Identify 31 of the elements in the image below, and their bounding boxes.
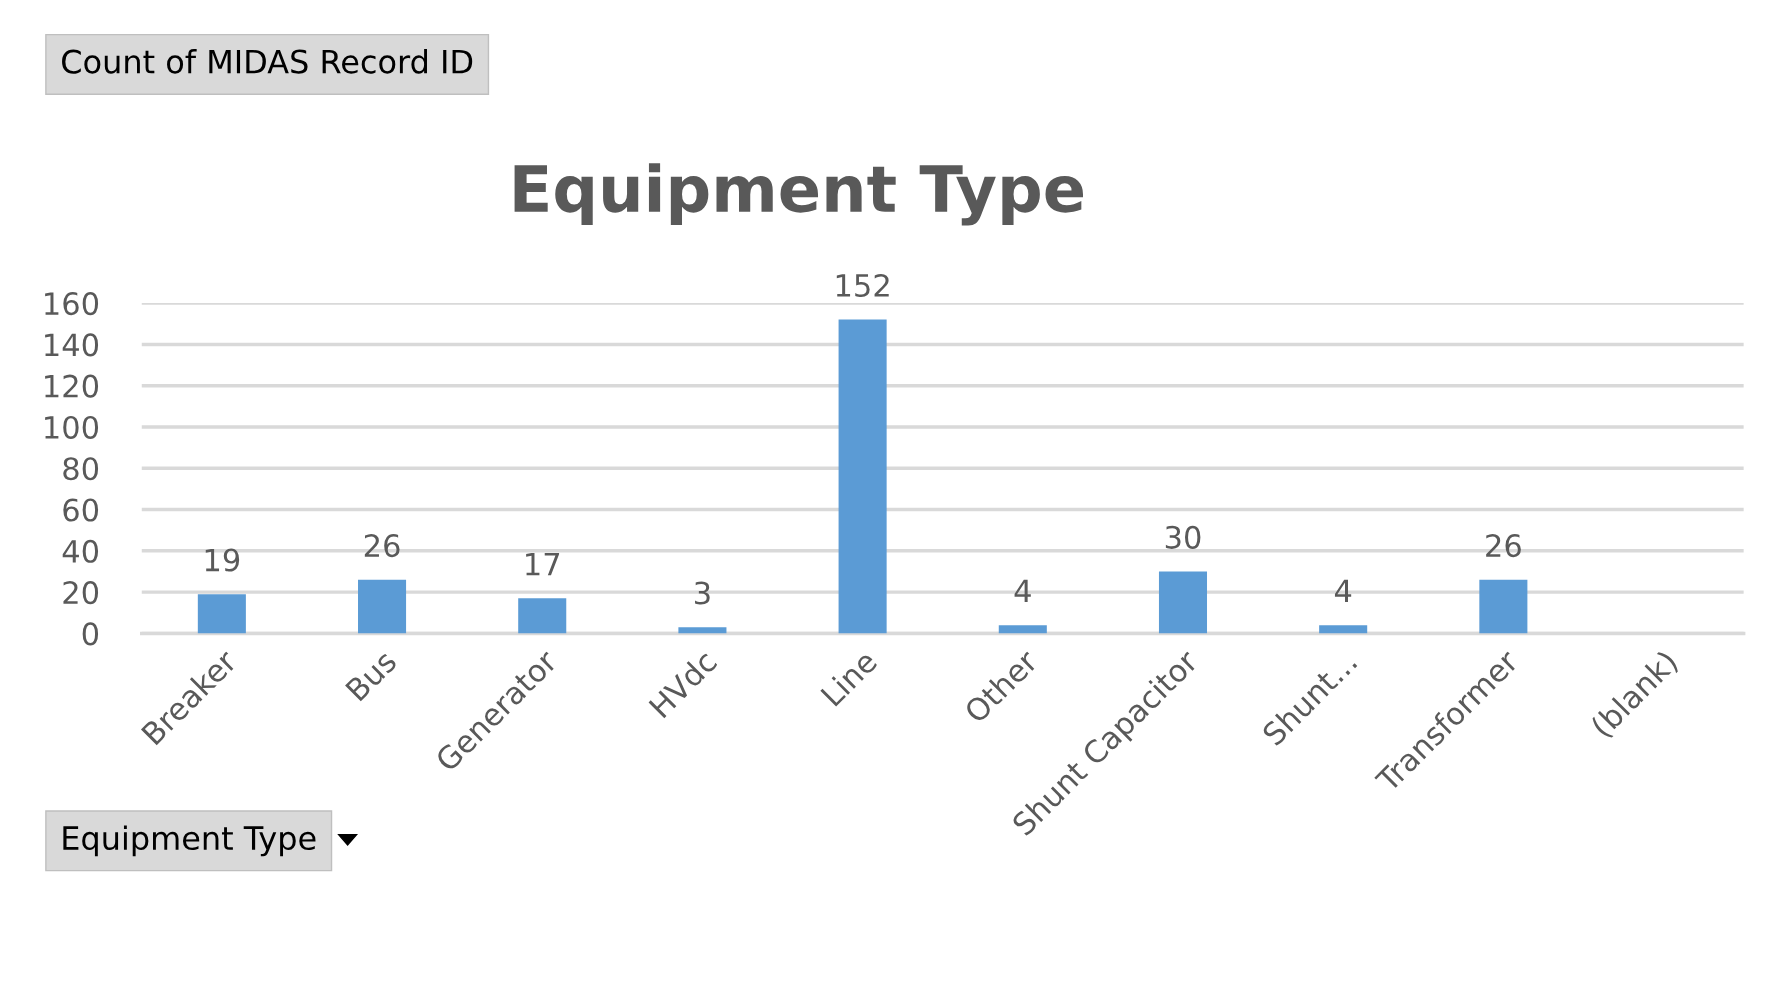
bar [998, 625, 1047, 634]
data-label: 4 [1334, 579, 1352, 603]
data-label: 19 [205, 548, 240, 572]
data-label: 30 [1165, 525, 1201, 549]
data-label: 3 [695, 581, 710, 605]
bar [678, 627, 727, 634]
bar [1479, 579, 1528, 634]
bar [1158, 571, 1208, 634]
bar [358, 579, 407, 634]
text: Count of MIDAS Record ID [62, 48, 473, 74]
y-tick-label: 20 [63, 581, 99, 605]
y-tick-label: 120 [45, 374, 99, 398]
y-tick-label: 160 [45, 292, 99, 316]
chart-title: Equipment Type [514, 163, 1083, 226]
y-tick-label: 80 [63, 457, 99, 481]
y-tick-label: 100 [45, 415, 99, 440]
data-label: 17 [526, 553, 560, 576]
data-label: 26 [1486, 534, 1521, 558]
y-tick-label: 60 [63, 498, 99, 522]
bar [197, 594, 246, 634]
bar [518, 598, 567, 634]
y-tick-label: 40 [62, 539, 99, 563]
text: Equipment Type [63, 825, 316, 857]
data-label: 4 [1014, 579, 1031, 603]
bar [838, 319, 887, 634]
x-tick-label: Bus [345, 649, 398, 702]
data-label: 26 [364, 534, 400, 558]
bar [1319, 625, 1368, 634]
data-label: 152 [836, 273, 889, 298]
y-tick-label: 140 [45, 333, 99, 357]
y-tick-label: 0 [82, 622, 99, 646]
